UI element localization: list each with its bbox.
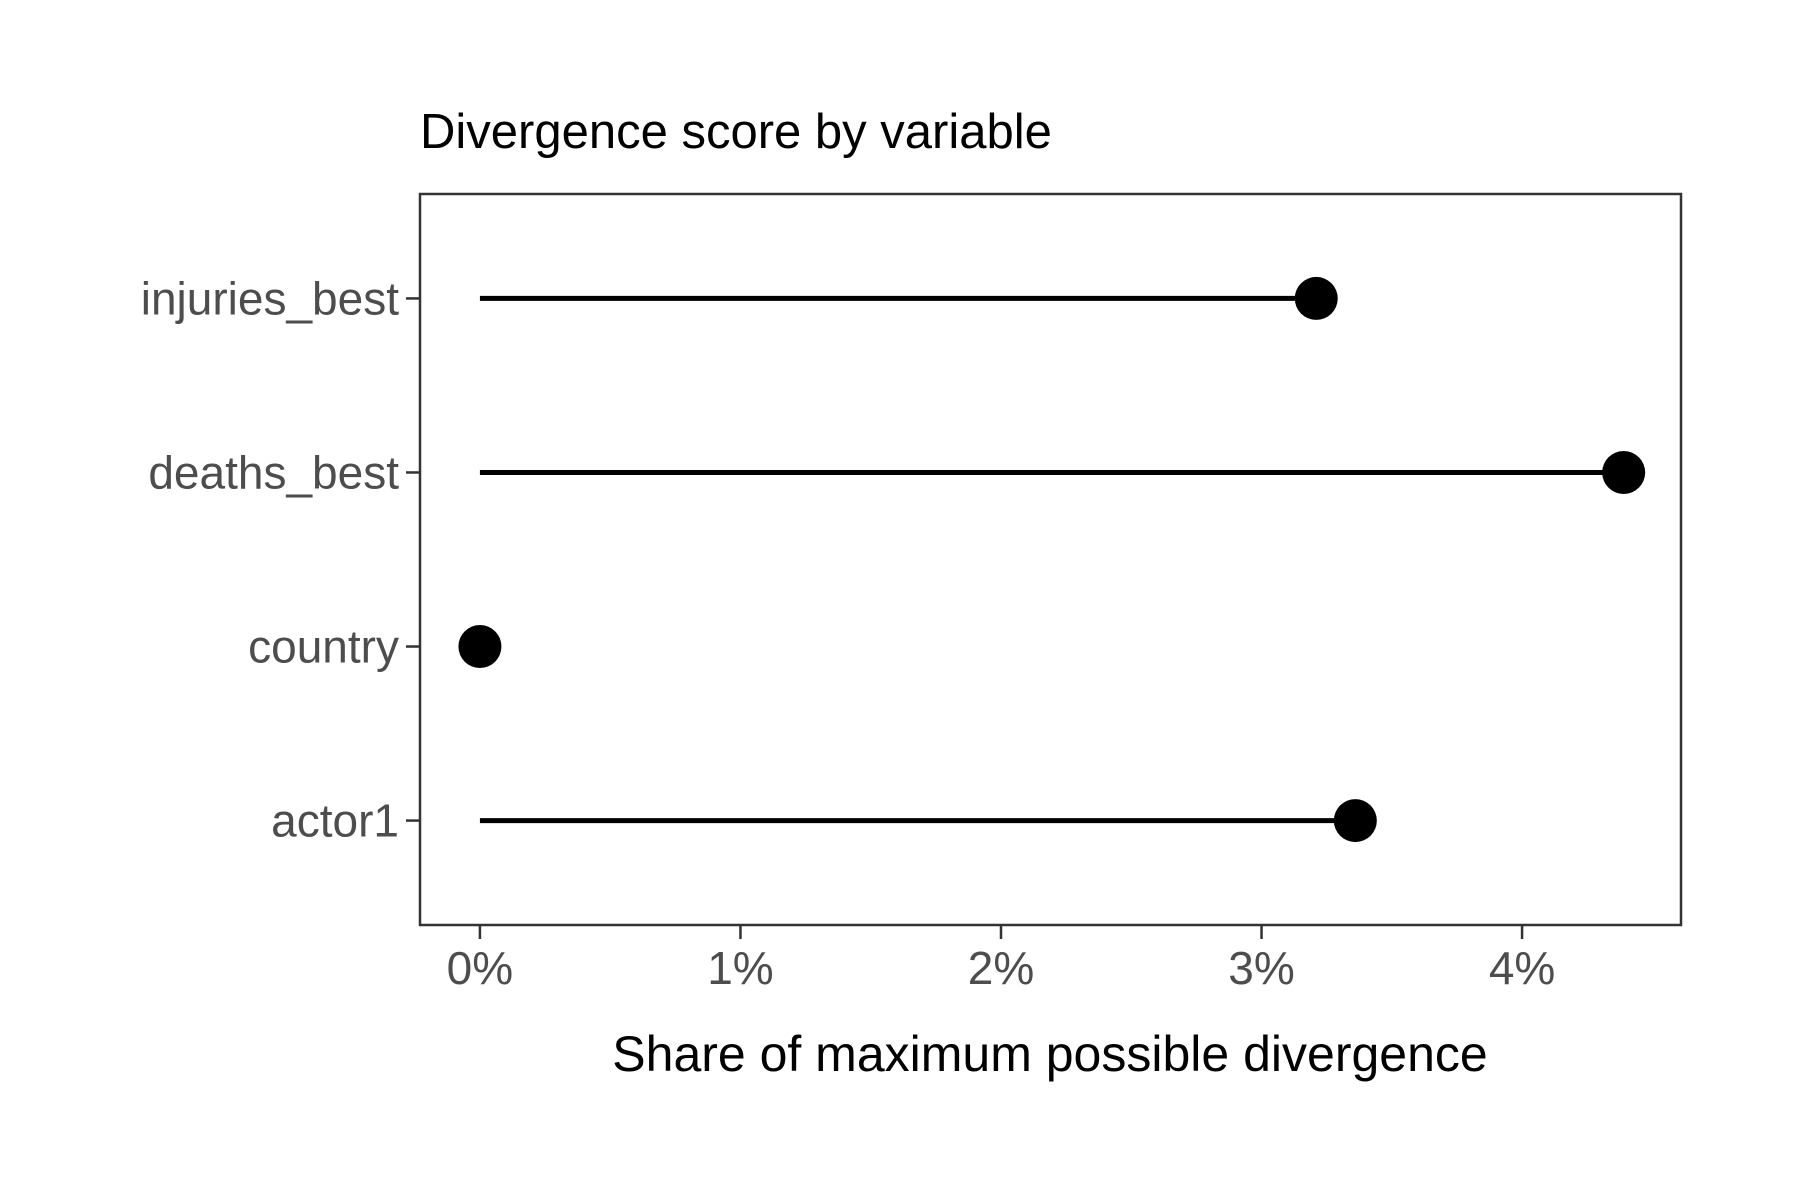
plot-panel-border <box>418 192 1683 927</box>
x-tick-label: 0% <box>447 942 513 994</box>
y-axis-label: injuries_best <box>141 272 399 324</box>
y-axis-label: actor1 <box>271 795 399 847</box>
x-tick-label: 4% <box>1489 942 1555 994</box>
x-axis-group: 0% 1% 2% 3% 4% <box>447 925 1555 994</box>
data-point <box>1333 799 1377 843</box>
x-axis-title: Share of maximum possible divergence <box>612 1026 1487 1082</box>
x-tick-label: 3% <box>1228 942 1294 994</box>
y-axis-label: deaths_best <box>148 446 399 498</box>
x-tick-label: 2% <box>968 942 1034 994</box>
chart-title: Divergence score by variable <box>420 105 1052 159</box>
x-tick-label: 1% <box>707 942 773 994</box>
y-axis-label: country <box>248 621 399 673</box>
series-group <box>458 276 1646 843</box>
data-point <box>1602 450 1646 494</box>
data-point <box>458 625 502 669</box>
data-point <box>1294 276 1338 320</box>
